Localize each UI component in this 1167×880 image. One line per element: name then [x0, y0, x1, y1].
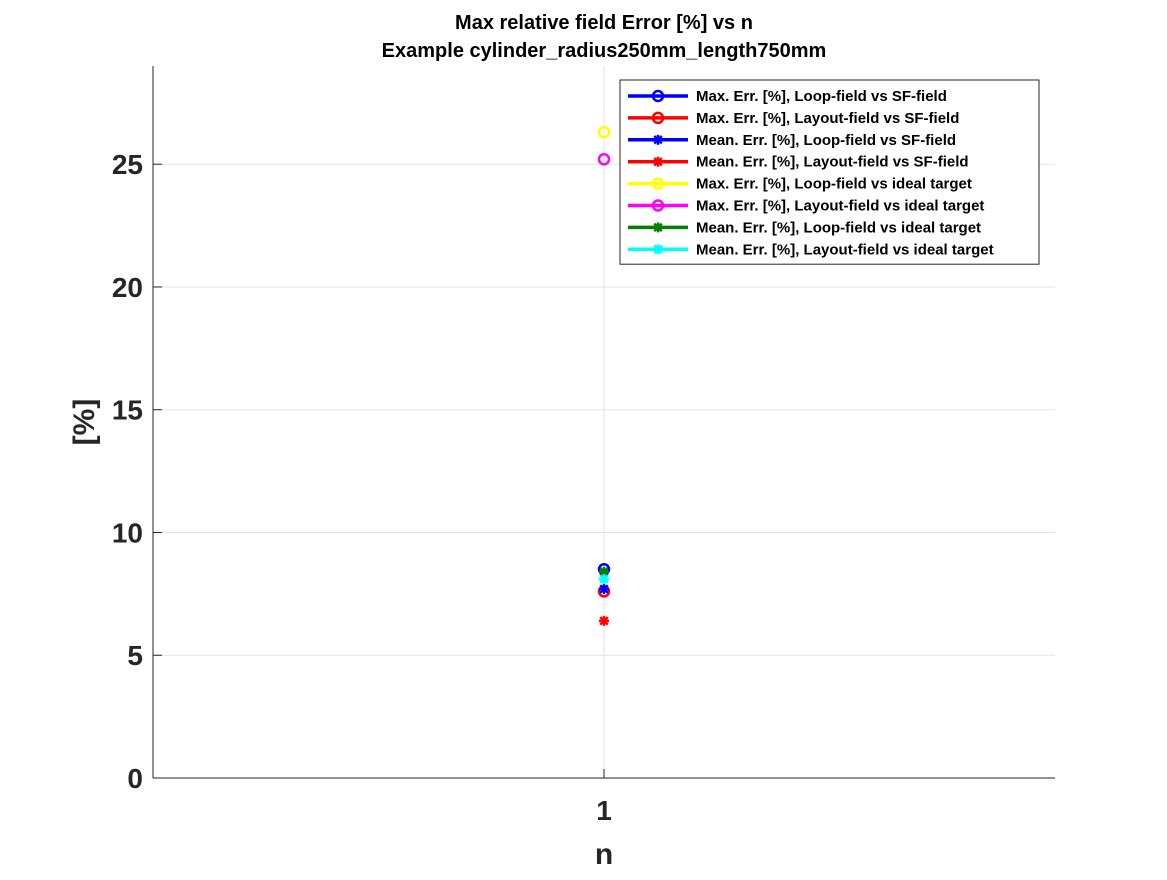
tick-labels: 0 5 10 15 20 25 1 — [112, 149, 612, 826]
legend-label-3: Mean. Err. [%], Loop-field vs SF-field — [696, 132, 956, 149]
data-point-series-5 — [597, 126, 611, 139]
data-point-series-3 — [599, 583, 609, 594]
legend-label-2: Max. Err. [%], Layout-field vs SF-field — [696, 110, 959, 127]
legend-marker-6 — [651, 199, 665, 212]
legend-marker-1 — [651, 89, 665, 103]
data-point-series-4 — [599, 615, 609, 626]
x-tick-label: 1 — [596, 795, 612, 826]
y-axis-label: [%] — [68, 399, 101, 446]
legend-marker-4 — [653, 156, 663, 167]
data-marks — [597, 126, 611, 626]
legend-label-6: Max. Err. [%], Layout-field vs ideal tar… — [696, 198, 984, 215]
y-tick-label: 20 — [112, 272, 143, 303]
legend-label-1: Max. Err. [%], Loop-field vs SF-field — [696, 88, 947, 105]
y-tick-label: 15 — [112, 395, 143, 426]
legend-label-5: Max. Err. [%], Loop-field vs ideal targe… — [696, 176, 972, 193]
legend-label-4: Mean. Err. [%], Layout-field vs SF-field — [696, 154, 969, 171]
legend-marker-7 — [653, 222, 663, 233]
legend-label-7: Mean. Err. [%], Loop-field vs ideal targ… — [696, 219, 981, 236]
chart-subtitle: Example cylinder_radius250mm_length750mm — [382, 40, 827, 62]
data-point-series-6 — [597, 153, 611, 166]
legend-marker-5 — [651, 177, 665, 190]
chart-title: Max relative field Error [%] vs n — [455, 12, 753, 34]
legend-box — [619, 79, 1040, 265]
axes — [152, 66, 1055, 779]
legend-marker-2 — [651, 111, 665, 125]
x-axis-label: n — [595, 838, 613, 871]
y-tick-label: 0 — [127, 763, 143, 794]
legend-marker-8 — [653, 244, 663, 255]
legend: Max. Err. [%], Loop-field vs SF-field Max… — [619, 79, 1040, 265]
y-tick-label: 25 — [112, 149, 143, 180]
legend-label-8: Mean. Err. [%], Layout-field vs ideal ta… — [696, 241, 994, 258]
data-point-series-8 — [599, 574, 609, 585]
y-tick-label: 10 — [112, 517, 143, 548]
y-tick-label: 5 — [127, 640, 143, 671]
legend-marker-3 — [653, 134, 663, 145]
